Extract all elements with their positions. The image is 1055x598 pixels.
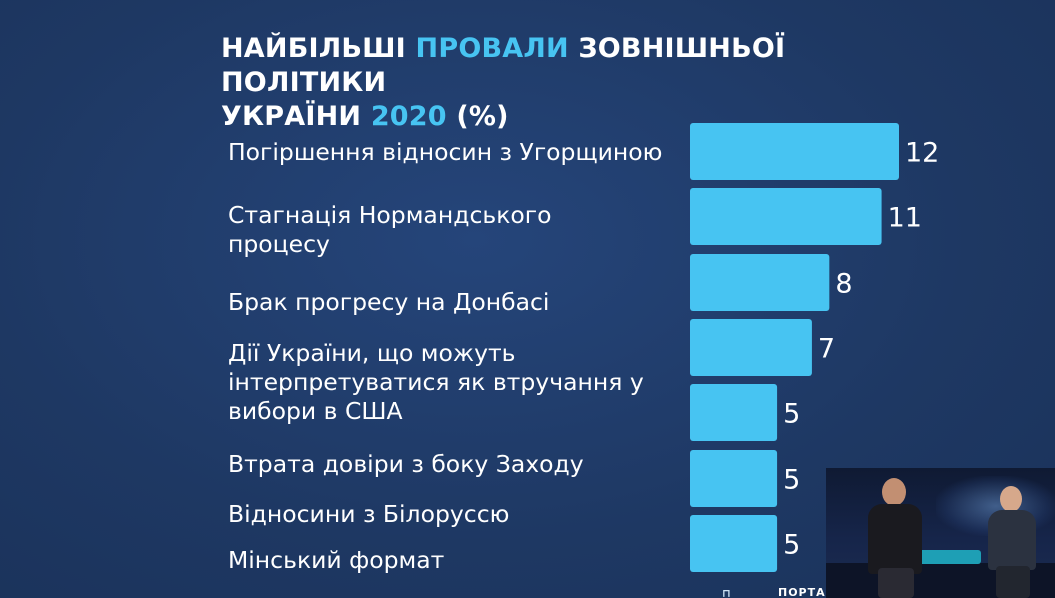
title-part-2: ЗОВНІШНЬОЇ ПОЛІТИКИ xyxy=(221,33,786,98)
category-label-6: Мінський формат xyxy=(228,546,444,574)
bar-5 xyxy=(690,450,778,507)
chart-title: НАЙБІЛЬШІ ПРОВАЛИ ЗОВНІШНЬОЇ ПОЛІТИКИ УКР… xyxy=(221,32,921,134)
title-part-4: (%) xyxy=(446,101,509,132)
value-label-5: 5 xyxy=(783,465,800,496)
category-label-1-line-0: Стагнація Нормандського xyxy=(228,201,552,229)
category-label-3-line-0: Дії України, що можуть xyxy=(228,339,516,367)
value-label-3: 7 xyxy=(818,334,835,365)
category-label-3-line-2: вибори в США xyxy=(228,397,403,425)
title-part-1: НАЙБІЛЬШІ xyxy=(221,33,416,64)
channel-logo-text: ПОРТА xyxy=(778,586,826,598)
studio-table xyxy=(911,550,981,564)
value-label-1: 11 xyxy=(888,203,922,234)
bar-1 xyxy=(690,188,882,245)
bar-3 xyxy=(690,319,812,376)
category-label-2: Брак прогресу на Донбасі xyxy=(228,288,549,316)
bar-0 xyxy=(690,123,899,180)
category-label-3-line-1: інтерпретуватися як втручання у xyxy=(228,368,644,396)
title-part-3: УКРАЇНИ xyxy=(221,101,371,132)
value-label-6: 5 xyxy=(783,530,800,561)
bar-4 xyxy=(690,384,778,441)
category-label-1-line-1: процесу xyxy=(228,230,330,258)
category-label-4: Втрата довіри з боку Заходу xyxy=(228,450,584,478)
value-label-2: 8 xyxy=(835,269,852,300)
guest-left xyxy=(864,478,934,598)
title-accent: ПРОВАЛИ xyxy=(415,33,569,64)
bar-6 xyxy=(690,515,778,572)
title-year: 2020 xyxy=(370,101,447,132)
channel-logo-icon: ⊓ xyxy=(722,587,732,598)
category-label-0: Погіршення відносин з Угорщиною xyxy=(228,138,662,166)
bar-2 xyxy=(690,254,830,311)
video-inset xyxy=(826,468,1055,598)
guest-right xyxy=(984,486,1044,598)
category-label-5: Відносини з Білоруссю xyxy=(228,500,509,528)
value-label-4: 5 xyxy=(783,399,800,430)
value-label-0: 12 xyxy=(905,138,939,169)
